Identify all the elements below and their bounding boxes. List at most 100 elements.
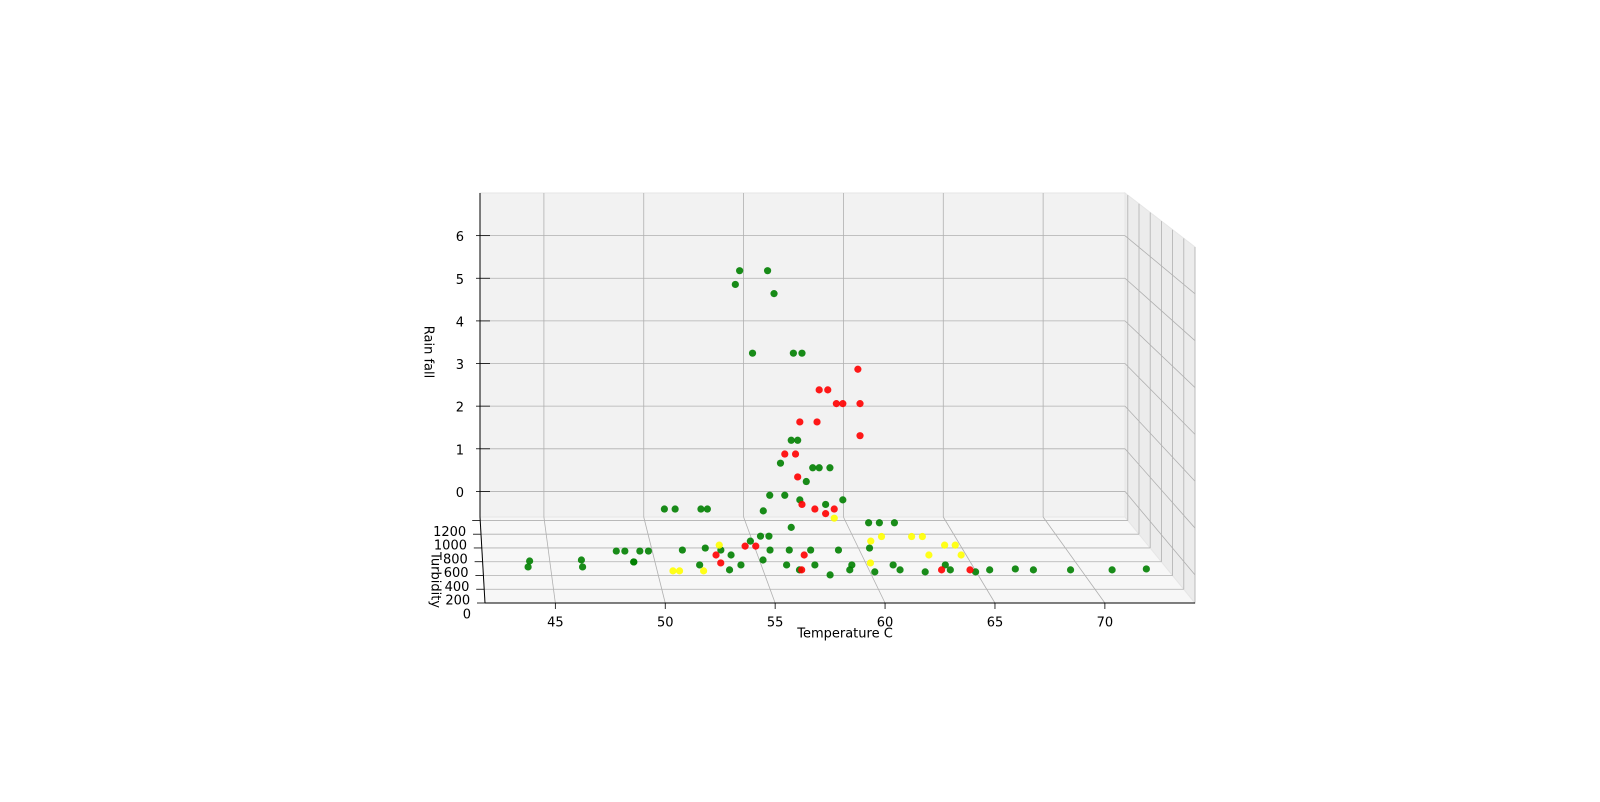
data-point	[856, 432, 864, 440]
data-point	[941, 561, 949, 569]
data-point	[875, 519, 883, 527]
grid-line	[1124, 235, 1196, 295]
data-point	[696, 561, 704, 569]
data-point	[908, 532, 916, 541]
data-point	[524, 563, 532, 571]
data-point	[741, 542, 749, 550]
data-point	[798, 566, 806, 574]
data-point	[971, 568, 980, 576]
grid-line	[543, 516, 556, 604]
data-point	[865, 544, 874, 552]
data-point	[839, 496, 847, 504]
y-axis-line	[479, 516, 486, 604]
grid-line	[1124, 405, 1196, 482]
data-point	[896, 566, 904, 574]
data-point	[813, 418, 821, 426]
x-tick-label: 55	[767, 616, 784, 631]
data-point	[612, 547, 620, 555]
z-tick-label: 1	[456, 443, 464, 458]
data-point	[890, 519, 899, 527]
data-point	[854, 365, 862, 373]
data-point	[671, 505, 679, 513]
grid-line	[643, 516, 666, 604]
data-point	[834, 546, 843, 554]
grid-line	[743, 516, 776, 604]
data-point	[832, 400, 840, 408]
data-point	[1011, 565, 1019, 573]
data-point	[752, 542, 760, 550]
data-point	[839, 400, 847, 408]
data-point	[717, 559, 725, 567]
data-point	[746, 537, 754, 545]
grid-line	[942, 516, 996, 604]
data-point	[697, 505, 705, 513]
data-point	[867, 537, 875, 545]
data-point	[727, 551, 735, 559]
data-point	[787, 436, 795, 444]
y-tick-label: 1000	[434, 539, 467, 554]
data-point	[866, 559, 875, 567]
data-point	[715, 541, 723, 549]
data-point	[1029, 566, 1038, 574]
floor-pane	[479, 516, 1197, 604]
grid-line	[1124, 491, 1196, 576]
data-point	[946, 566, 954, 574]
y-tick-label: 400	[445, 580, 470, 595]
data-point	[798, 500, 806, 509]
grid-line	[1124, 277, 1196, 341]
data-point	[789, 349, 797, 357]
data-point	[957, 551, 965, 559]
data-point	[877, 532, 886, 541]
grid-line	[1124, 320, 1196, 388]
data-point	[921, 568, 929, 576]
data-point	[941, 541, 949, 549]
data-point	[785, 546, 793, 554]
data-point	[966, 566, 974, 574]
data-point	[737, 561, 745, 569]
data-point	[526, 557, 534, 565]
data-point	[811, 505, 819, 513]
z-axis-label: Rain fall	[421, 326, 436, 378]
data-point	[776, 459, 785, 467]
z-tick-label: 5	[456, 273, 464, 288]
data-point	[824, 386, 832, 394]
x-tick-label: 65	[987, 616, 1004, 631]
data-point	[766, 546, 774, 554]
data-point	[794, 436, 802, 444]
data-point	[748, 349, 757, 357]
data-point	[770, 290, 778, 298]
data-point	[1142, 565, 1150, 573]
data-point	[794, 473, 802, 481]
data-point	[1066, 566, 1075, 574]
data-point	[848, 561, 856, 569]
data-point	[577, 556, 586, 564]
y-axis-label: Turbidity	[428, 551, 443, 608]
data-point	[703, 505, 711, 513]
data-point	[925, 551, 933, 559]
data-point	[781, 450, 789, 458]
z-tick-label: 3	[456, 358, 464, 373]
data-point	[669, 567, 677, 575]
data-point	[809, 464, 817, 472]
data-point	[660, 505, 668, 513]
data-point	[937, 566, 946, 574]
data-point	[1108, 566, 1116, 574]
data-point	[822, 510, 830, 518]
data-point	[712, 551, 720, 559]
data-point	[889, 561, 897, 569]
data-point	[811, 561, 819, 569]
z-tick-label: 2	[456, 401, 464, 416]
data-point	[701, 544, 709, 552]
data-point	[766, 491, 774, 499]
z-tick-label: 0	[456, 486, 464, 501]
data-point	[763, 267, 772, 275]
grid-line	[843, 516, 886, 604]
data-point	[986, 566, 994, 574]
data-point	[731, 280, 739, 289]
data-point	[765, 532, 773, 540]
data-point	[787, 523, 795, 531]
data-point	[822, 500, 830, 509]
data-point	[865, 519, 873, 527]
